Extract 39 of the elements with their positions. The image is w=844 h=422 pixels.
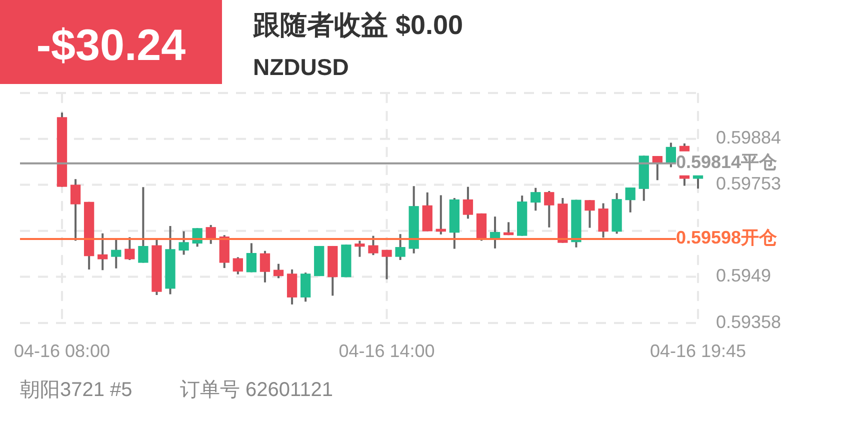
- candlestick: [124, 236, 135, 261]
- candlestick: [598, 202, 608, 239]
- x-tick-label: 04-16 14:00: [338, 341, 435, 361]
- y-tick-label: 0.5949: [716, 266, 772, 286]
- candlestick: [286, 268, 298, 306]
- candlestick: [273, 262, 284, 280]
- candlestick: [368, 234, 378, 256]
- y-tick-label: 0.59753: [716, 173, 782, 194]
- text: 朝阳3721 #5: [20, 379, 132, 401]
- candlestick: [395, 233, 406, 261]
- text: 订单号 62601121: [180, 379, 334, 401]
- candlestick: [206, 224, 216, 245]
- candlestick: [382, 248, 392, 280]
- y-tick-label: 0.59358: [716, 312, 782, 332]
- x-tick-label: 04-16 08:00: [14, 341, 110, 361]
- candlestick: [98, 232, 108, 272]
- candlestick: [625, 186, 636, 214]
- candlestick: [530, 186, 541, 212]
- candlestick: [544, 190, 554, 228]
- chart-subtitle: NZDUSD: [253, 54, 349, 80]
- candlestick: [138, 186, 148, 264]
- candlestick: [111, 237, 122, 270]
- candlestick: [260, 250, 270, 284]
- x-tick-label: 04-16 19:45: [650, 341, 746, 361]
- y-tick-label: 0.59884: [716, 128, 782, 148]
- text: -$30.24: [36, 21, 186, 70]
- candlestick: [246, 242, 257, 274]
- candlestick: [652, 155, 662, 182]
- candlestick: [232, 256, 243, 276]
- ref-line-label: 0.59814平仓: [676, 152, 778, 172]
- candlestick: [70, 178, 81, 242]
- ref-line-label: 0.59598开仓: [676, 228, 778, 248]
- candlestick: [178, 230, 189, 256]
- candlestick: [462, 186, 474, 220]
- chart-title: 跟随者收益 $0.00: [252, 10, 464, 40]
- candlestick: [354, 240, 365, 258]
- candlestick: [666, 142, 676, 168]
- candlestick: [300, 272, 311, 303]
- candlestick: [584, 199, 595, 229]
